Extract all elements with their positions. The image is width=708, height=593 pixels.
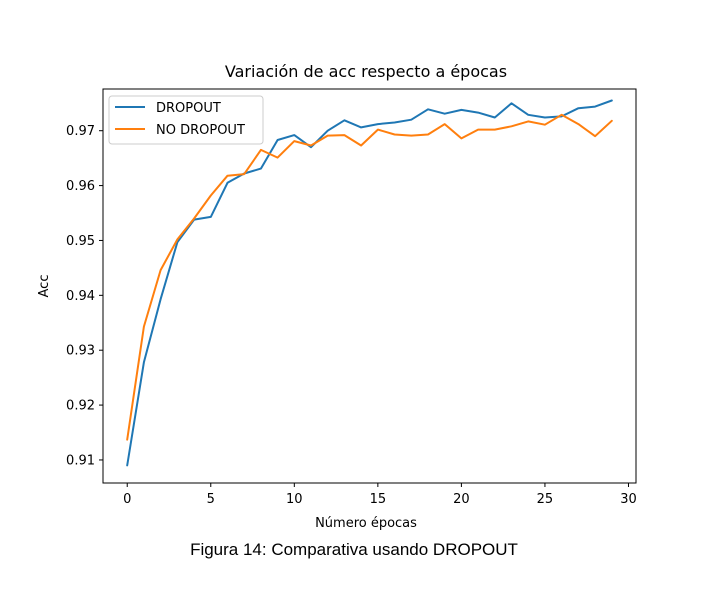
legend-box bbox=[108, 95, 264, 145]
y-axis-label: Acc bbox=[37, 275, 52, 298]
x-tick-label: 10 bbox=[286, 492, 303, 507]
series-line-no-dropout bbox=[126, 113, 613, 441]
y-tick-label: 0.97 bbox=[66, 124, 95, 139]
x-tick-label: 25 bbox=[537, 492, 554, 507]
legend-no-dropout-label: NO DROPOUT bbox=[156, 123, 245, 138]
legend: DROPOUT NO DROPOUT bbox=[108, 95, 264, 145]
series-line-dropout bbox=[126, 99, 613, 467]
figure-caption: Figura 14: Comparativa usando DROPOUT bbox=[190, 540, 518, 559]
y-tick-label: 0.96 bbox=[66, 179, 95, 194]
x-tick-label: 20 bbox=[453, 492, 470, 507]
x-axis-ticks: 0 5 10 15 20 25 30 bbox=[123, 483, 637, 507]
x-tick-label: 0 bbox=[123, 492, 131, 507]
legend-dropout-label: DROPOUT bbox=[156, 101, 221, 116]
y-tick-label: 0.92 bbox=[66, 399, 95, 414]
x-tick-label: 15 bbox=[370, 492, 387, 507]
y-tick-label: 0.94 bbox=[66, 289, 95, 304]
y-tick-label: 0.93 bbox=[66, 344, 95, 359]
y-tick-label: 0.91 bbox=[66, 453, 95, 468]
x-axis-label: Número épocas bbox=[315, 516, 417, 531]
y-tick-label: 0.95 bbox=[66, 234, 95, 249]
chart-title: Variación de acc respecto a épocas bbox=[225, 62, 507, 81]
x-tick-label: 30 bbox=[620, 492, 637, 507]
y-axis-ticks: 0.91 0.92 0.93 0.94 0.95 0.96 0.97 bbox=[66, 124, 103, 468]
x-tick-label: 5 bbox=[207, 492, 215, 507]
series-layer bbox=[126, 99, 613, 467]
line-chart: Variación de acc respecto a épocas 0 5 10 1… bbox=[37, 62, 637, 531]
plot-frame bbox=[102, 88, 637, 484]
